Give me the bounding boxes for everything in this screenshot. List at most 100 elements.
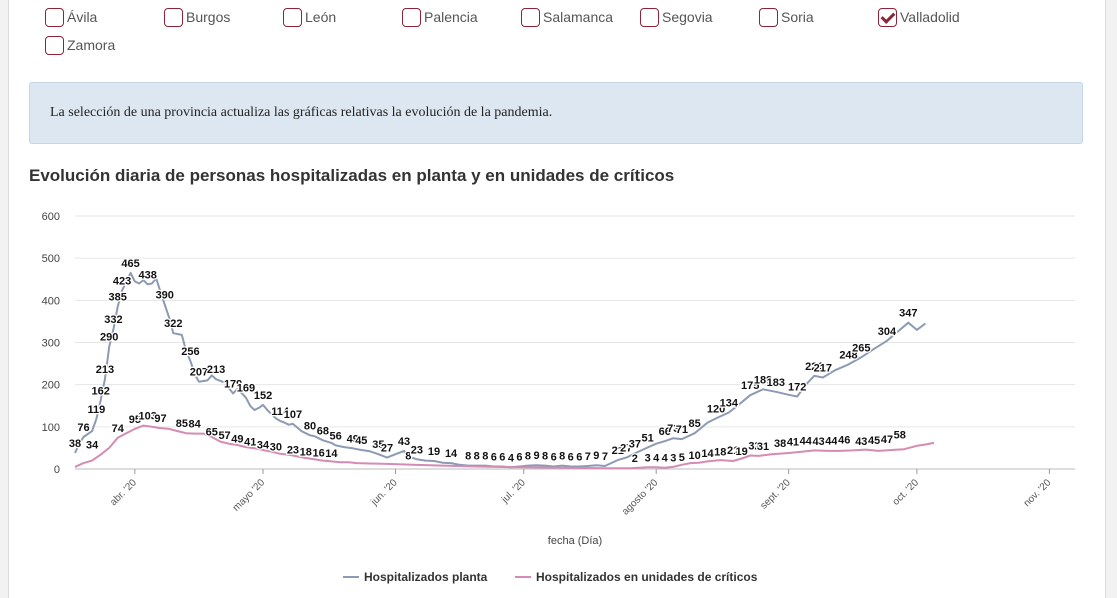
y-tick-label: 0 — [54, 464, 60, 476]
data-label: 3 — [645, 453, 651, 465]
province-option[interactable]: Palencia — [402, 5, 478, 29]
data-label: 21 — [727, 445, 739, 457]
x-axis-title: fecha (Día) — [548, 535, 602, 547]
data-label: 423 — [113, 276, 131, 288]
data-label: 6 — [516, 451, 522, 463]
province-checkbox[interactable] — [164, 7, 183, 27]
series-line-0 — [74, 271, 927, 469]
data-label: 175 — [741, 380, 759, 392]
data-label: 7 — [585, 451, 591, 463]
province-option[interactable]: León — [283, 5, 336, 29]
province-option[interactable]: Salamanca — [521, 5, 613, 29]
data-label: 27 — [381, 443, 393, 455]
x-tick-label: oct. '20 — [891, 477, 922, 508]
province-option[interactable]: Valladolid — [878, 5, 960, 29]
province-option[interactable]: Zamora — [45, 33, 115, 57]
data-label: 74 — [112, 423, 125, 435]
y-tick-label: 300 — [42, 338, 60, 350]
data-label: 8 — [525, 451, 531, 463]
province-label: Zamora — [67, 37, 116, 53]
data-label: 95 — [129, 414, 141, 426]
x-tick-label: mayo '20 — [231, 477, 268, 514]
data-label: 6 — [576, 451, 582, 463]
data-label: 43 — [855, 436, 867, 448]
data-label: 8 — [559, 451, 565, 463]
y-tick-label: 100 — [42, 422, 60, 434]
data-label: 8 — [405, 451, 411, 463]
x-tick-label: nov. '20 — [1022, 477, 1054, 509]
data-label: 38 — [774, 438, 786, 450]
data-label: 256 — [181, 346, 199, 358]
data-label: 41 — [244, 437, 256, 449]
x-tick-label: agosto '20 — [620, 477, 660, 517]
province-checkbox[interactable] — [759, 7, 778, 27]
data-label: 8 — [482, 451, 488, 463]
data-label: 80 — [304, 420, 316, 432]
province-checkbox[interactable] — [878, 7, 897, 27]
province-checkbox[interactable] — [45, 7, 64, 27]
province-option[interactable]: Soria — [759, 5, 814, 29]
province-label: Valladolid — [900, 9, 960, 25]
data-label: 213 — [96, 364, 114, 376]
data-label: 19 — [736, 446, 748, 458]
data-label: 3 — [670, 453, 676, 465]
data-label: 7 — [602, 451, 608, 463]
province-option[interactable]: Burgos — [164, 5, 230, 29]
data-label: 207 — [190, 367, 208, 379]
data-label: 304 — [878, 326, 897, 338]
data-label: 68 — [317, 425, 329, 437]
info-text: La selección de una provincia actualiza … — [50, 105, 553, 120]
data-label: 44 — [800, 435, 813, 447]
data-label: 57 — [218, 430, 230, 442]
province-label: Burgos — [186, 9, 231, 25]
data-label: 9 — [533, 450, 539, 462]
data-label: 4 — [662, 452, 669, 464]
data-label: 322 — [164, 318, 182, 330]
data-label: 162 — [91, 386, 109, 398]
data-label: 6 — [568, 451, 574, 463]
data-label: 169 — [237, 383, 255, 395]
data-label: 18 — [300, 446, 312, 458]
data-label: 265 — [852, 342, 870, 354]
province-checkbox[interactable] — [283, 7, 302, 27]
province-option[interactable]: Ávila — [45, 5, 97, 29]
data-label: 179 — [224, 379, 242, 391]
y-tick-label: 600 — [42, 211, 60, 223]
data-label: 14 — [325, 448, 338, 460]
data-label: 23 — [411, 444, 423, 456]
data-label: 107 — [284, 409, 302, 421]
data-label: 9 — [593, 450, 599, 462]
province-checkbox[interactable] — [521, 7, 540, 27]
province-checkbox[interactable] — [402, 7, 421, 27]
data-label: 41 — [787, 437, 799, 449]
data-label: 18 — [714, 446, 726, 458]
data-label: 465 — [121, 258, 139, 270]
data-label: 58 — [894, 430, 906, 442]
legend-label: Hospitalizados en unidades de críticos — [536, 570, 758, 584]
series-line-1 — [74, 424, 935, 470]
data-label: 34 — [86, 440, 99, 452]
data-label: 114 — [271, 406, 290, 418]
data-label: 390 — [156, 290, 174, 302]
info-banner: La selección de una provincia actualiza … — [29, 82, 1083, 144]
data-label: 32 — [748, 441, 760, 453]
y-tick-label: 200 — [42, 380, 60, 392]
province-checkbox[interactable] — [640, 7, 659, 27]
data-label: 19 — [428, 446, 440, 458]
legend-label: Hospitalizados planta — [364, 570, 488, 584]
data-label: 65 — [206, 427, 218, 439]
data-label: 85 — [689, 418, 701, 430]
data-label: 2 — [632, 453, 638, 465]
data-label: 189 — [754, 374, 772, 386]
data-label: 4 — [653, 452, 660, 464]
province-checkbox[interactable] — [45, 35, 64, 55]
province-option[interactable]: Segovia — [640, 5, 713, 29]
data-label: 248 — [839, 349, 857, 361]
data-label: 134 — [720, 397, 739, 409]
data-label: 44 — [825, 435, 838, 447]
data-label: 119 — [87, 404, 105, 416]
province-label: Ávila — [67, 9, 98, 25]
x-tick-label: sept. '20 — [759, 477, 794, 512]
data-label: 46 — [838, 435, 850, 447]
data-label: 35 — [372, 439, 384, 451]
